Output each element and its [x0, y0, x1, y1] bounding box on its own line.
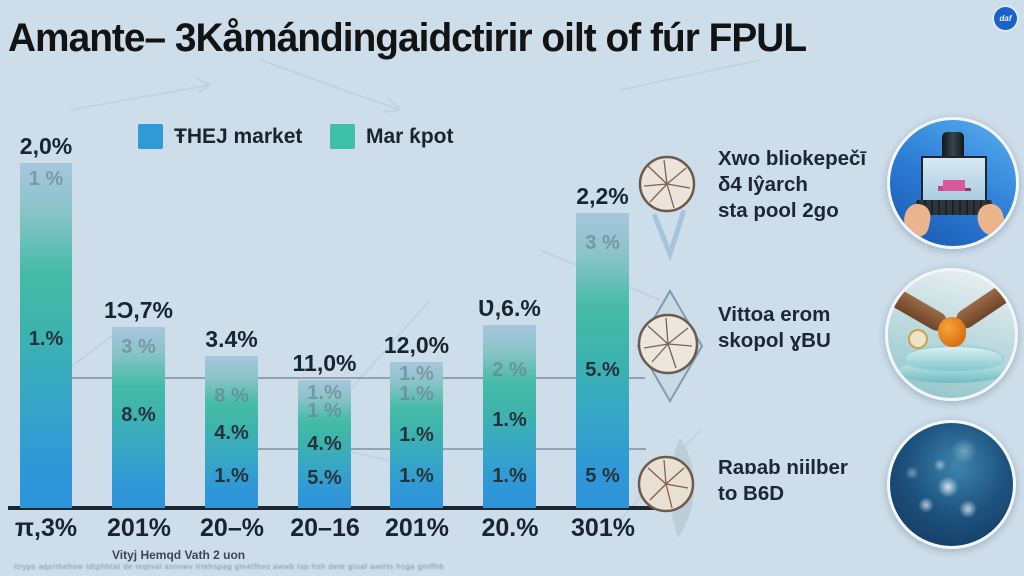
bar-inner-label: 2 % [492, 359, 527, 381]
x-axis-label-3: 20–% [200, 514, 264, 542]
bar-inner-label: 5 % [585, 465, 620, 487]
bar-inner-label: 5.% [585, 359, 620, 381]
glass-tray-shape [904, 345, 1004, 373]
annotation-line: to B6D [718, 482, 785, 505]
legend-label: ŦHEJ market [174, 124, 303, 148]
x-axis-line [8, 506, 658, 510]
bar-value-label: Ʋ,6.% [478, 295, 541, 321]
gold-trinket-shape [908, 329, 928, 349]
bar-value-label: 2,0% [19, 133, 73, 159]
legend-swatch-teal [330, 124, 355, 149]
bar-inner-label: 1 % [307, 400, 342, 422]
bar-value-label: 3.4% [205, 326, 258, 352]
bar-3: 3.4% 8 % 4.% 1.% [205, 326, 258, 508]
annotation-line: δ4 Ɩŷarch [718, 173, 808, 196]
laptop-screen-shape [921, 156, 987, 202]
hand-shape [974, 201, 1008, 239]
legend-item-2: Mar ƙpot [330, 124, 454, 149]
annotation-line: skopol ɣBU [718, 329, 831, 352]
bar-inner-label: 1.% [399, 424, 434, 446]
x-axis-label-6: 20.% [481, 514, 539, 542]
bar-value-label: 1Ɔ,7% [103, 297, 174, 323]
annotation-line: Xwo bliokepečī [718, 147, 867, 170]
bar-value-label: 11,0% [292, 350, 357, 376]
annotation-line: sta pool 2go [718, 199, 839, 222]
bar-inner-label: 3 % [121, 336, 156, 358]
bar-inner-label: 1 % [28, 168, 64, 190]
x-axis-label-7: 301% [571, 514, 635, 542]
bar-7: 2,2% 3 % 5.% 5 % [576, 183, 629, 508]
bar-1: 2,0% 1 % 1.% [20, 133, 72, 508]
bar-2: 1Ɔ,7% 3 % 8.% [104, 297, 173, 508]
bar-inner-label: 4.% [214, 422, 249, 444]
orange-object-shape [938, 317, 966, 347]
x-axis-label-2: 201% [107, 514, 171, 542]
bar-inner-label: 1.% [307, 382, 342, 404]
ocean-water-texture-photo [887, 420, 1016, 549]
legend-label: Mar ƙpot [366, 124, 454, 148]
bar-inner-label: 8.% [121, 404, 156, 426]
x-axis-label-5: 201% [385, 514, 449, 542]
hands-touching-glass-device-photo [885, 268, 1018, 401]
legend-swatch-blue [138, 124, 163, 149]
chart-caption: Vityj Hemqd Vath 2 uon [112, 548, 246, 562]
x-axis-label-4: 20–16 [290, 514, 360, 542]
page-title: Amante– 3Kåmándingaidctirir oilt of fúr … [8, 16, 807, 60]
legend-item-1: ŦHEJ market [138, 124, 302, 149]
bar-inner-label: 5.% [307, 467, 342, 489]
annotation-3: Raɒab niilber to B6D [718, 455, 908, 507]
bar-value-label: 2,2% [576, 183, 629, 209]
bar-inner-label: 3 % [585, 232, 620, 254]
sketch-wheel-icon [636, 289, 704, 403]
bar-inner-label: 1.% [492, 465, 527, 487]
chevron-down-icon [651, 209, 687, 262]
x-axis-label-1: π,3% [14, 514, 78, 542]
bar-5: 12,0% 1.% 1.% 1.% 1.% [384, 332, 449, 508]
bar-inner-label: 1.% [399, 383, 434, 405]
bar-inner-label: 1.% [399, 363, 434, 385]
brand-logo-icon: daf [994, 7, 1017, 30]
annotation-line: Vittoa erom [718, 303, 831, 326]
sketch-wheel-icon [638, 155, 696, 262]
laptop-with-smart-speaker-photo [887, 117, 1019, 249]
sketch-wheel-icon [637, 438, 695, 538]
bar-inner-label: 8 % [214, 385, 249, 407]
annotation-1: Xwo bliokepečī δ4 Ɩŷarch sta pool 2go [718, 146, 908, 224]
fine-print: Itryps aqsrthehow tdtphhtat de teqtval a… [14, 562, 445, 571]
bar-inner-label: 1.% [28, 328, 64, 350]
bar-value-label: 12,0% [383, 332, 450, 358]
bar-inner-label: 4.% [307, 433, 342, 455]
bar-inner-label: 1.% [492, 409, 527, 431]
bar-4: 11,0% 1.% 1 % 4.% 5.% [293, 350, 356, 508]
annotation-line: Raɒab niilber [718, 456, 848, 479]
bar-inner-label: 1.% [214, 465, 249, 487]
bar-6: Ʋ,6.% 2 % 1.% 1.% [478, 295, 541, 508]
bar-inner-label: 1.% [399, 465, 434, 487]
annotation-2: Vittoa erom skopol ɣBU [718, 302, 908, 354]
laptop-keyboard-shape [912, 200, 996, 215]
gridline-upper [45, 377, 645, 379]
